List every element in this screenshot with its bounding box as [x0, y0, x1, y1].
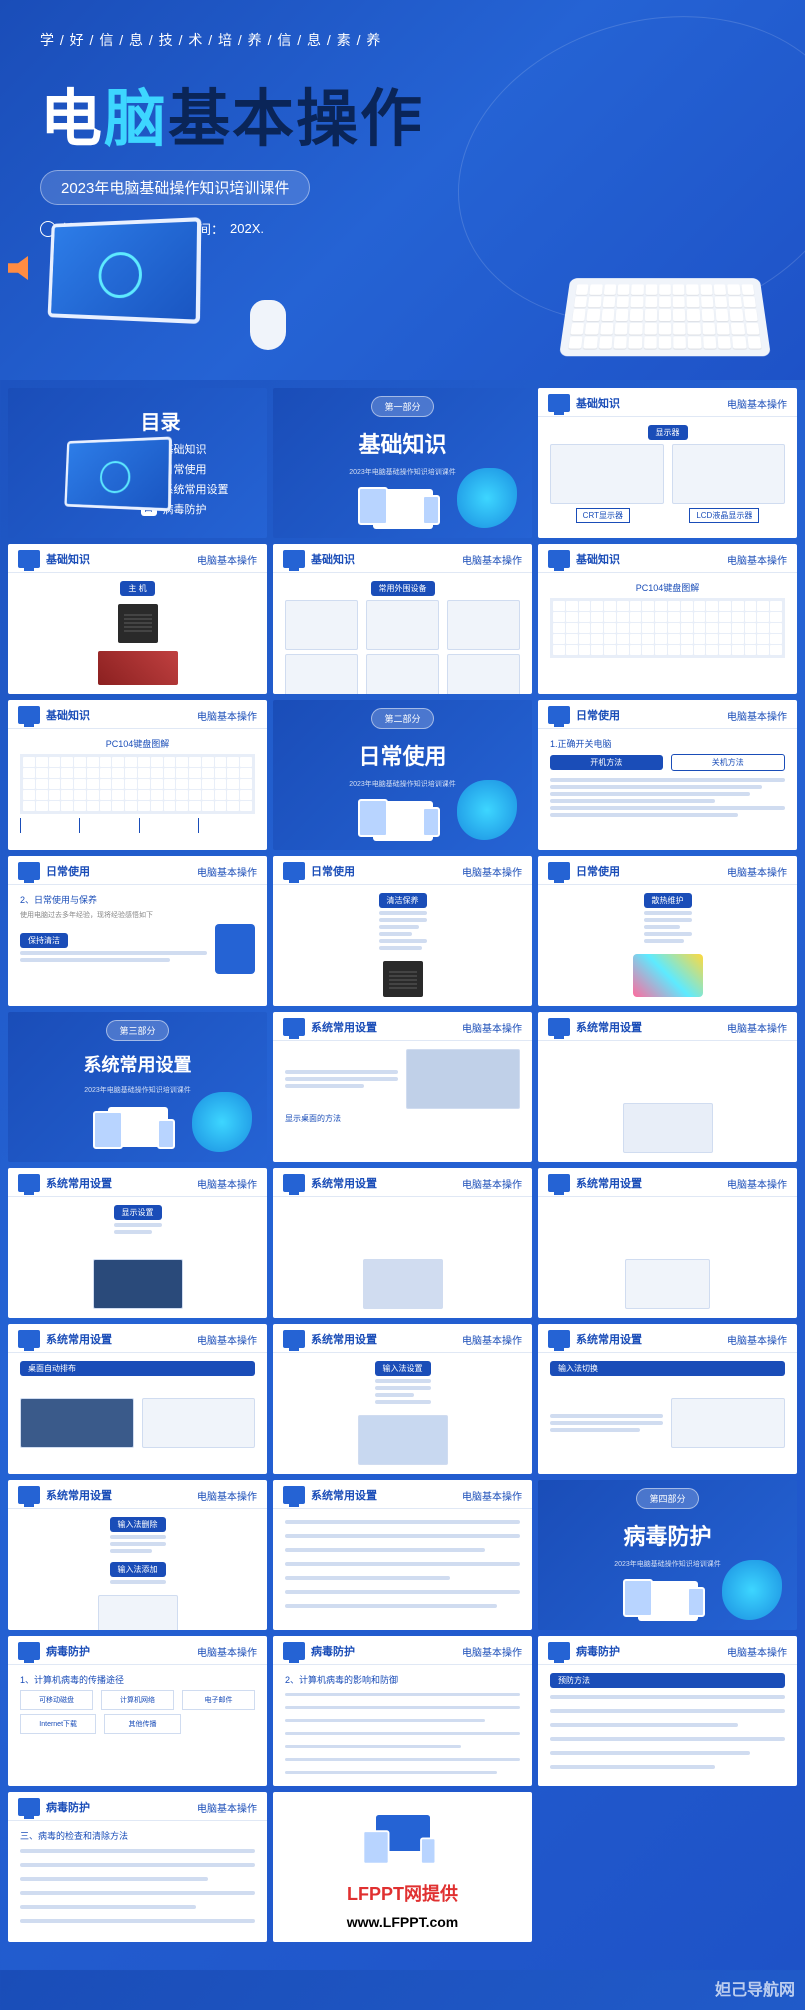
slide-system-9[interactable]: 系统常用设置电脑基本操作 输入法删除 输入法添加: [8, 1480, 267, 1630]
tower-image-2: [383, 961, 423, 997]
slide-basic-keyboard[interactable]: 基础知识电脑基本操作 PC104键盘图解: [538, 544, 797, 694]
section-title: 基础知识: [358, 427, 446, 459]
ime-screenshot: [358, 1415, 448, 1465]
pc-icon: [548, 394, 570, 412]
title-accent: 脑: [104, 85, 168, 154]
ime-settings-screenshot: [98, 1595, 178, 1630]
slide-virus-2[interactable]: 病毒防护电脑基本操作 2、计算机病毒的影响和防御: [273, 1636, 532, 1786]
keyboard-diagram: [550, 598, 785, 658]
slide-toc[interactable]: 目录 一基础知识 二日常使用 三系统常用设置 四病毒防护: [8, 388, 267, 538]
slide-system-4[interactable]: 系统常用设置电脑基本操作: [273, 1168, 532, 1318]
slide-section-1[interactable]: 第一部分 基础知识 2023年电脑基础操作知识培训课件: [273, 388, 532, 538]
slide-system-6[interactable]: 系统常用设置电脑基本操作 桌面自动排布: [8, 1324, 267, 1474]
slide-header: 基础知识 电脑基本操作: [538, 388, 797, 417]
mouse-illustration: [250, 300, 286, 350]
slide-section-3[interactable]: 第三部分 系统常用设置 2023年电脑基础操作知识培训课件: [8, 1012, 267, 1162]
monitor-illustration: [40, 220, 240, 360]
slide-daily-2[interactable]: 日常使用电脑基本操作 2、日常使用与保养 使用电脑过去多年经验，现将经验感悟如下…: [8, 856, 267, 1006]
watermark: 妲己导航网: [715, 1976, 795, 2000]
tower-image: [118, 604, 158, 643]
slide-basic-peripheral[interactable]: 基础知识电脑基本操作 常用外围设备: [273, 544, 532, 694]
hero-subtitle: 2023年电脑基础操作知识培训课件: [40, 170, 310, 205]
peripheral-3: [447, 600, 520, 650]
settings-screenshot: [363, 1259, 443, 1309]
lcd-image: [672, 444, 786, 504]
footer-url: www.LFPPT.com: [347, 1914, 459, 1930]
speaker-icon: [8, 256, 28, 280]
slide-virus-1[interactable]: 病毒防护电脑基本操作 1、计算机病毒的传播途径 可移动磁盘 计算机网络 电子邮件…: [8, 1636, 267, 1786]
properties-screenshot: [623, 1103, 713, 1153]
lang-screenshot: [671, 1398, 786, 1448]
slide-virus-3[interactable]: 病毒防护电脑基本操作 预防方法: [538, 1636, 797, 1786]
peripheral-2: [366, 600, 439, 650]
slide-section-2[interactable]: 第二部分 日常使用 2023年电脑基础操作知识培训课件: [273, 700, 532, 850]
keyboard-illustration: [559, 278, 771, 356]
peripheral-4: [285, 654, 358, 694]
slide-empty: [538, 1792, 797, 1942]
section-badge: 第一部分: [371, 396, 433, 417]
slide-system-8[interactable]: 系统常用设置电脑基本操作 输入法切换: [538, 1324, 797, 1474]
slide-system-7[interactable]: 系统常用设置电脑基本操作 输入法设置: [273, 1324, 532, 1474]
slide-virus-4[interactable]: 病毒防护电脑基本操作 三、病毒的检查和清除方法: [8, 1792, 267, 1942]
slide-system-2[interactable]: 系统常用设置电脑基本操作: [538, 1012, 797, 1162]
thumbnail-grid: 目录 一基础知识 二日常使用 三系统常用设置 四病毒防护 第一部分 基础知识 2…: [0, 380, 805, 1950]
slide-daily-4[interactable]: 日常使用电脑基本操作 散热维护: [538, 856, 797, 1006]
dialog-screenshot-2: [625, 1259, 710, 1309]
slide-section-4[interactable]: 第四部分 病毒防护 2023年电脑基础操作知识培训课件: [538, 1480, 797, 1630]
hero-illustration-row: [40, 220, 765, 360]
desktop-ss-2: [142, 1398, 256, 1448]
slide-basic-host[interactable]: 基础知识电脑基本操作 主 机: [8, 544, 267, 694]
slide-daily-3[interactable]: 日常使用电脑基本操作 清洁保养: [273, 856, 532, 1006]
slide-footer[interactable]: LFPPT网提供 www.LFPPT.com: [273, 1792, 532, 1942]
slide-daily-1[interactable]: 日常使用电脑基本操作 1.正确开关电脑 开机方法 关机方法: [538, 700, 797, 850]
peripheral-6: [447, 654, 520, 694]
usb-illustration: [215, 924, 255, 974]
devices-icon: [358, 489, 448, 530]
rgb-pc-image: [633, 954, 703, 997]
motherboard-image: [98, 651, 178, 685]
slide-basic-keyboard-2[interactable]: 基础知识电脑基本操作 PC104键盘图解: [8, 700, 267, 850]
peripheral-1: [285, 600, 358, 650]
slide-system-3[interactable]: 系统常用设置电脑基本操作 显示设置: [8, 1168, 267, 1318]
keyboard-diagram-2: [20, 754, 255, 814]
slide-system-1[interactable]: 系统常用设置电脑基本操作 显示桌面的方法: [273, 1012, 532, 1162]
desktop-ss-1: [20, 1398, 134, 1448]
title-part1: 电: [40, 85, 104, 154]
dialog-screenshot: [406, 1049, 521, 1109]
slide-basic-display[interactable]: 基础知识 电脑基本操作 显示器 CRT显示器 LCD液晶显示器: [538, 388, 797, 538]
crt-image: [550, 444, 664, 504]
slide-system-10[interactable]: 系统常用设置电脑基本操作: [273, 1480, 532, 1630]
hero-slide: 学 / 好 / 信 / 息 / 技 / 术 / 培 / 养 / 信 / 息 / …: [0, 0, 805, 380]
toc-title: 目录: [141, 406, 229, 435]
title-part2: 基本操作: [168, 85, 424, 154]
slide-system-5[interactable]: 系统常用设置电脑基本操作: [538, 1168, 797, 1318]
display-label: 显示器: [648, 425, 688, 440]
footer-brand: LFPPT网提供: [347, 1880, 458, 1906]
peripheral-5: [366, 654, 439, 694]
section-sub: 2023年电脑基础操作知识培训课件: [349, 467, 456, 477]
desktop-screenshot: [93, 1259, 183, 1309]
